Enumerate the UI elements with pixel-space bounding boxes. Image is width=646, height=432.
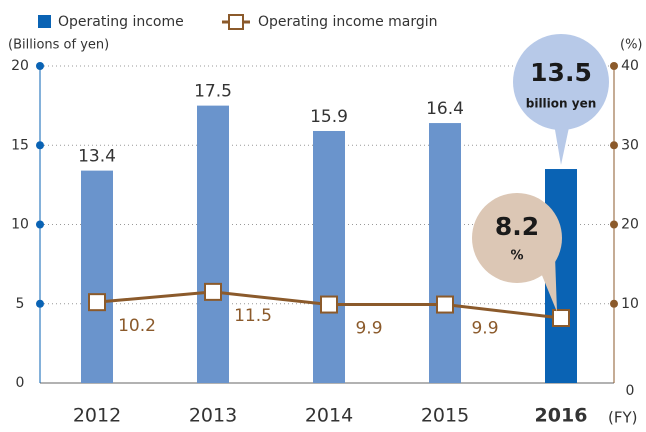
callout-unit: % (510, 249, 523, 264)
y2-axis-label: (%) (620, 38, 643, 53)
y-tick-label: 15 (11, 137, 29, 153)
bar (313, 130, 345, 383)
line-value-label: 9.9 (471, 319, 498, 339)
legend-swatch (38, 15, 51, 28)
legend-marker (228, 14, 244, 30)
line-marker (320, 295, 338, 314)
y-tick-label: 5 (16, 296, 25, 312)
x-axis-label: (FY) (608, 409, 638, 427)
bar-value-label: 15.9 (310, 107, 348, 127)
x-tick-label: 2016 (535, 405, 588, 427)
y2-tick-label: 10 (621, 296, 639, 312)
y2-tick-label: 40 (621, 58, 639, 74)
line-marker (204, 282, 222, 301)
x-tick-label: 2015 (421, 405, 469, 427)
callout-unit: billion yen (526, 97, 597, 111)
line-value-label: 11.5 (234, 306, 272, 326)
line-value-label: 9.9 (355, 319, 382, 339)
y2-tick-label: 30 (621, 137, 639, 153)
y-tick-label: 20 (11, 58, 29, 74)
y2-tick-label: 0 (626, 383, 635, 399)
bar (197, 105, 229, 383)
x-tick-label: 2014 (305, 405, 353, 427)
callout-value: 8.2 (495, 212, 539, 241)
bar-value-label: 13.4 (78, 147, 116, 167)
legend-label: Operating income margin (258, 14, 438, 30)
line-value-label: 10.2 (118, 316, 156, 336)
bar (429, 123, 461, 383)
x-tick-label: 2013 (189, 405, 237, 427)
callout-value: 13.5 (530, 58, 592, 87)
callout-bubble (472, 193, 562, 283)
bar-value-label: 17.5 (194, 82, 232, 102)
y-tick-label: 0 (16, 375, 25, 391)
line-marker (88, 293, 106, 312)
line-marker (436, 295, 454, 314)
callout-bubble (513, 34, 609, 130)
bar-value-label: 16.4 (426, 99, 464, 119)
y2-tick-label: 20 (621, 217, 639, 233)
bar (81, 170, 113, 383)
x-tick-label: 2012 (73, 405, 121, 427)
line-marker (552, 309, 570, 328)
legend-label: Operating income (58, 14, 184, 30)
y-axis-label: (Billions of yen) (8, 38, 109, 53)
y-tick-label: 10 (11, 217, 29, 233)
